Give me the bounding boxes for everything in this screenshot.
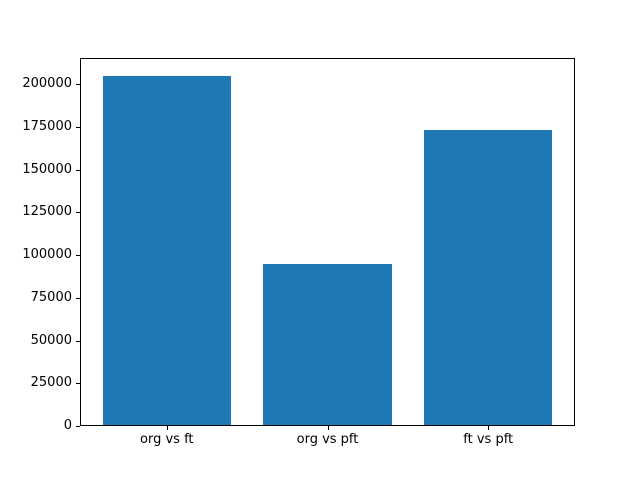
y-tick-mark [76, 383, 80, 385]
x-tick-label: org vs pft [296, 432, 359, 447]
x-tick-mark [166, 426, 168, 430]
y-tick-label: 50000 [30, 332, 72, 348]
y-tick-mark [76, 255, 80, 257]
y-tick-label: 150000 [22, 161, 72, 177]
y-tick-label: 175000 [22, 118, 72, 134]
y-tick-label: 25000 [30, 375, 72, 391]
y-tick-mark [76, 126, 80, 128]
bar-org-vs-ft [102, 75, 232, 426]
x-tick-label: ft vs pft [463, 432, 514, 447]
plot-area [80, 58, 575, 426]
y-tick-mark [76, 84, 80, 86]
y-tick-label: 100000 [22, 247, 72, 263]
y-tick-mark [76, 297, 80, 299]
y-tick-mark [76, 340, 80, 342]
y-tick-label: 0 [63, 418, 72, 433]
y-tick-label: 75000 [30, 289, 72, 305]
bar-ft-vs-pft [423, 130, 553, 426]
y-tick-mark [76, 212, 80, 214]
y-tick-label: 200000 [22, 76, 72, 92]
bar-org-vs-pft [263, 263, 392, 426]
y-tick-label: 125000 [22, 204, 72, 220]
y-tick-mark [76, 169, 80, 171]
x-tick-mark [327, 426, 329, 430]
x-tick-label: org vs ft [140, 432, 194, 447]
x-tick-mark [488, 426, 490, 430]
y-tick-mark [76, 426, 80, 427]
